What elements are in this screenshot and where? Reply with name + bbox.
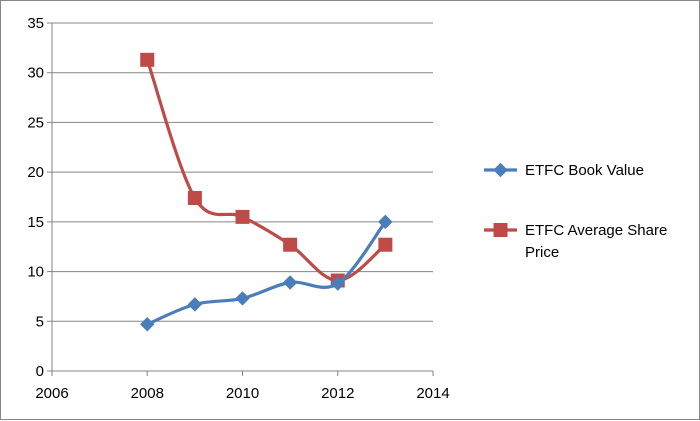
data-point-marker xyxy=(378,214,393,230)
data-point-marker xyxy=(187,190,202,205)
series-line xyxy=(145,58,387,283)
series-line xyxy=(145,220,387,326)
legend: ETFC Book Value ETFC Average Share Price xyxy=(484,162,667,261)
legend-marker-swatch xyxy=(493,223,508,237)
y-tick-label: 35 xyxy=(27,15,44,32)
data-point-marker xyxy=(235,291,250,306)
data-point-marker xyxy=(140,52,155,67)
x-tick-label: 2006 xyxy=(35,385,68,402)
y-tick-label: 10 xyxy=(27,264,44,281)
y-tick-label: 5 xyxy=(36,313,44,330)
data-point-marker xyxy=(282,275,298,290)
y-tick-label: 20 xyxy=(27,164,44,181)
data-point-marker xyxy=(140,317,155,332)
legend-marker-swatch xyxy=(493,162,508,178)
data-point-marker xyxy=(283,237,298,252)
x-tick-label: 2014 xyxy=(416,385,449,402)
series-book-value xyxy=(140,214,393,332)
y-tick-label: 0 xyxy=(36,363,44,380)
x-tick-label: 2010 xyxy=(226,385,259,402)
y-tick-label: 15 xyxy=(27,214,44,231)
x-tick-label: 2012 xyxy=(321,385,354,402)
y-tick-label: 25 xyxy=(27,114,44,131)
y-tick-label: 30 xyxy=(27,65,44,82)
data-point-marker xyxy=(378,237,393,252)
legend-label: Price xyxy=(525,244,559,261)
legend-label: ETFC Average Share xyxy=(525,222,667,239)
series-lines xyxy=(140,52,393,332)
x-tick-label: 2008 xyxy=(131,385,164,402)
legend-label: ETFC Book Value xyxy=(525,162,644,179)
data-point-marker xyxy=(187,297,203,312)
legend-item: ETFC Average Share Price xyxy=(484,222,667,261)
data-point-marker xyxy=(235,209,250,224)
axes: 0 5 10 15 20 25 30 35 2006 2008 2010 2012 2014 xyxy=(27,15,449,402)
series-average-share-price xyxy=(140,52,393,288)
legend-item: ETFC Book Value xyxy=(484,162,644,179)
data-point-marker xyxy=(330,276,345,291)
gridlines xyxy=(52,22,433,322)
